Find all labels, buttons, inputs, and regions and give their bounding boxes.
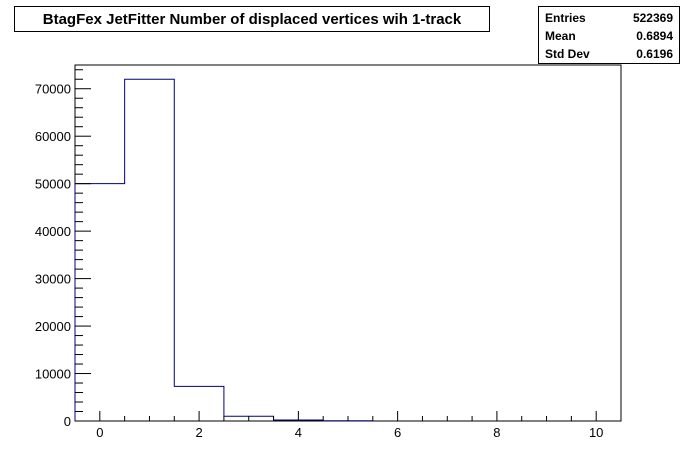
x-tick-label: 4 (295, 425, 302, 440)
histogram-bin-1 (125, 79, 175, 421)
histogram-bin-0 (75, 184, 125, 421)
stats-box: Entries 522369 Mean 0.6894 Std Dev 0.619… (538, 6, 680, 64)
stats-mean-value: 0.6894 (636, 29, 673, 43)
stats-entries-value: 522369 (632, 11, 673, 25)
y-tick-label: 20000 (35, 319, 71, 334)
y-tick-label: 60000 (35, 129, 71, 144)
x-tick-label: 2 (195, 425, 202, 440)
y-tick-label: 70000 (35, 82, 71, 97)
y-tick-label: 10000 (35, 367, 71, 382)
y-axis: 0 10000 20000 30000 40000 50000 60000 70000 (35, 69, 91, 429)
stats-stddev-value: 0.6196 (636, 47, 673, 61)
x-axis: 0 2 4 6 8 10 (96, 411, 603, 440)
x-tick-label: 6 (394, 425, 401, 440)
stats-mean-label: Mean (545, 29, 576, 43)
stats-entries-row: Entries 522369 (545, 9, 673, 27)
stats-stddev-label: Std Dev (545, 47, 590, 61)
stats-entries-label: Entries (545, 11, 586, 25)
y-tick-label: 50000 (35, 177, 71, 192)
x-tick-label: 10 (589, 425, 603, 440)
stats-stddev-row: Std Dev 0.6196 (545, 45, 673, 63)
y-tick-label: 0 (64, 414, 71, 429)
y-tick-label: 40000 (35, 224, 71, 239)
x-tick-label: 0 (96, 425, 103, 440)
histogram-bins (74, 78, 374, 422)
stats-mean-row: Mean 0.6894 (545, 27, 673, 45)
x-tick-label: 8 (493, 425, 500, 440)
chart-title: BtagFex JetFitter Number of displaced ve… (14, 6, 490, 32)
y-tick-label: 30000 (35, 272, 71, 287)
